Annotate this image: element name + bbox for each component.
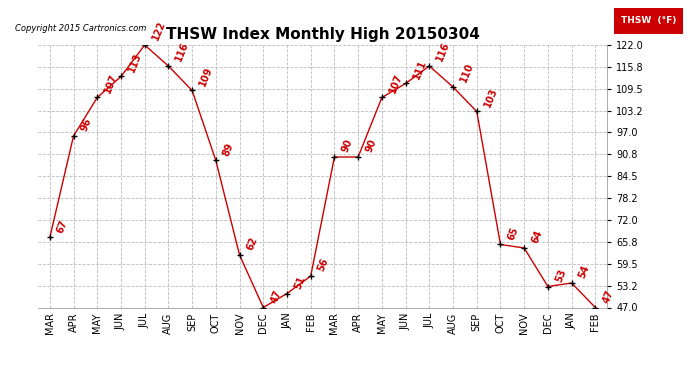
Text: 110: 110 <box>459 62 475 84</box>
Text: 109: 109 <box>197 65 215 88</box>
Text: 65: 65 <box>506 225 520 242</box>
Text: 64: 64 <box>530 229 544 245</box>
Text: 62: 62 <box>245 236 259 252</box>
Text: 90: 90 <box>340 138 355 154</box>
Text: 67: 67 <box>55 219 70 235</box>
Text: 56: 56 <box>316 257 331 273</box>
Text: Copyright 2015 Cartronics.com: Copyright 2015 Cartronics.com <box>15 24 146 33</box>
Text: 89: 89 <box>221 141 236 158</box>
Text: 111: 111 <box>411 58 428 81</box>
Text: 107: 107 <box>103 72 119 95</box>
Text: 47: 47 <box>601 288 615 305</box>
Text: 107: 107 <box>387 72 404 95</box>
Text: 51: 51 <box>293 274 307 291</box>
Text: THSW  (°F): THSW (°F) <box>621 16 676 25</box>
Text: 90: 90 <box>364 138 378 154</box>
Title: THSW Index Monthly High 20150304: THSW Index Monthly High 20150304 <box>166 27 480 42</box>
Text: 113: 113 <box>126 51 144 74</box>
Text: 96: 96 <box>79 117 93 133</box>
Text: 103: 103 <box>482 86 499 109</box>
Text: 53: 53 <box>553 267 568 284</box>
Text: 116: 116 <box>174 41 191 63</box>
Text: 54: 54 <box>577 264 591 280</box>
Text: 122: 122 <box>150 20 167 42</box>
Text: 116: 116 <box>435 41 452 63</box>
Text: 47: 47 <box>269 288 283 305</box>
